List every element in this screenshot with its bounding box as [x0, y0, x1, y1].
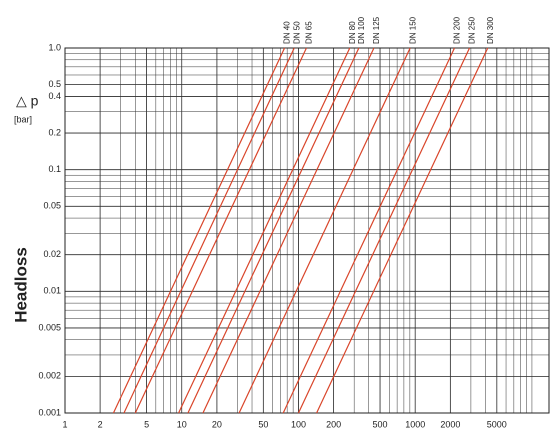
x-tick-label: 100 [291, 419, 306, 429]
x-tick-label: 200 [326, 419, 341, 429]
series-line [202, 47, 375, 414]
series-line [112, 47, 286, 414]
y-tick-label: 0.002 [38, 371, 61, 381]
series-line [316, 47, 489, 414]
x-tick-label: 2000 [440, 419, 460, 429]
y-tick-label: 0.5 [48, 79, 61, 89]
series-line [297, 47, 471, 414]
x-tick-label: 20 [212, 419, 222, 429]
y-unit: [bar] [14, 114, 32, 124]
x-tick-label: 1000 [405, 419, 425, 429]
series-line [187, 47, 360, 414]
x-tick-label: 10 [177, 419, 187, 429]
x-tick-label: 500 [373, 419, 388, 429]
series-label: DN 125 [372, 16, 381, 44]
series-line [282, 47, 456, 414]
series-line [238, 47, 411, 414]
series-label: DN 100 [357, 16, 366, 44]
series-label: DN 50 [292, 21, 301, 44]
y-axis-title: Headloss [11, 247, 30, 323]
y-tick-label: 0.001 [38, 407, 61, 417]
y-tick-label: 0.1 [48, 164, 61, 174]
y-tick-label: 0.05 [43, 201, 61, 211]
x-tick-label: 5000 [487, 419, 507, 429]
series-label: DN 80 [348, 21, 357, 44]
y-tick-label: 0.4 [48, 91, 61, 101]
x-tick-label: 1 [62, 419, 67, 429]
x-tick-label: 5 [144, 419, 149, 429]
series-label: DN 150 [408, 16, 417, 44]
y-tick-label: 0.005 [38, 322, 61, 332]
series-line [134, 47, 307, 414]
plot-frame [64, 47, 550, 414]
y-tick-label: 0.02 [43, 249, 61, 259]
series-label: DN 40 [283, 21, 292, 44]
y-tick-label: 1.0 [48, 42, 61, 52]
series-label: DN 65 [305, 21, 314, 44]
series-line [123, 47, 295, 414]
series-label: DN 250 [468, 16, 477, 44]
x-tick-label: 2 [98, 419, 103, 429]
y-symbol: △ p [16, 93, 39, 109]
y-tick-label: 0.2 [48, 127, 61, 137]
y-tick-label: 0.01 [43, 286, 61, 296]
series-label: DN 300 [486, 16, 495, 44]
series-label: DN 200 [453, 16, 462, 44]
series-line [178, 47, 351, 414]
x-tick-label: 50 [258, 419, 268, 429]
